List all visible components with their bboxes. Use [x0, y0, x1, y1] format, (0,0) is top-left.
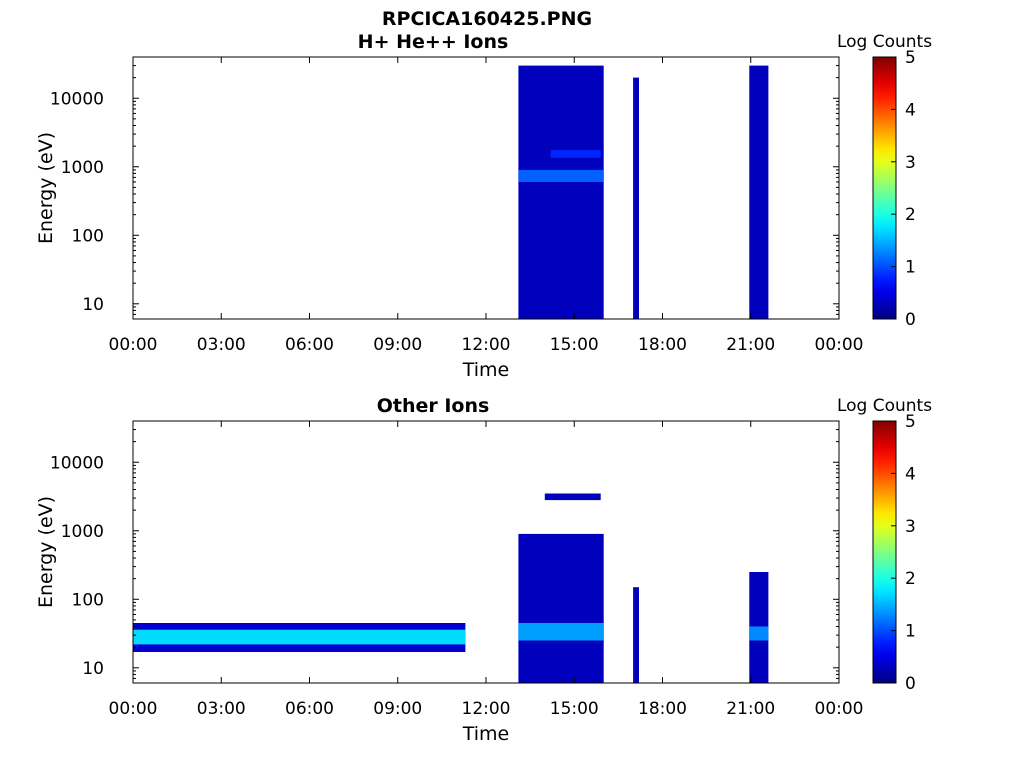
data-band	[544, 493, 601, 501]
colorbar-tick-label: 5	[905, 412, 916, 432]
colorbar-title: Log Counts	[837, 32, 932, 52]
y-tick-label: 1000	[61, 522, 104, 542]
data-band	[518, 533, 604, 683]
x-tick-label: 21:00	[726, 699, 775, 719]
panel-title: H+ He++ Ions	[358, 31, 509, 53]
x-tick-label: 09:00	[373, 699, 422, 719]
colorbar-tick-label: 2	[905, 569, 916, 589]
panel-2: Other Ions 00:00 03:00 06:00 09:00 12:00 15:00…	[35, 395, 932, 745]
x-tick-label: 18:00	[638, 335, 687, 355]
y-axis-label: Energy (eV)	[35, 496, 57, 608]
x-tick-label: 09:00	[373, 335, 422, 355]
x-tick-label: 18:00	[638, 699, 687, 719]
x-tick-label: 03:00	[197, 699, 246, 719]
x-tick-label: 21:00	[726, 335, 775, 355]
colorbar-tick-label: 2	[905, 205, 916, 225]
x-tick-label: 06:00	[285, 699, 334, 719]
y-tick-label: 100	[72, 226, 104, 246]
x-tick-label: 00:00	[109, 335, 158, 355]
colorbar-tick-label: 3	[905, 153, 916, 173]
y-tick-label: 10	[82, 659, 104, 679]
colorbar-tick-label: 3	[905, 517, 916, 537]
plot-frame	[132, 56, 840, 320]
colorbar-tick-label: 1	[905, 622, 916, 642]
y-tick-label: 10000	[50, 89, 104, 109]
x-tick-label: 12:00	[462, 335, 511, 355]
x-axis-label: Time	[462, 723, 510, 745]
x-axis-label: Time	[462, 359, 510, 381]
colorbar-tick-label: 5	[905, 48, 916, 68]
y-tick-label: 10000	[50, 453, 104, 473]
data-band	[133, 629, 466, 645]
colorbar-tick-label: 1	[905, 258, 916, 278]
data-band	[633, 77, 639, 319]
data-band	[518, 623, 604, 641]
x-tick-label: 12:00	[462, 699, 511, 719]
x-tick-label: 15:00	[550, 335, 599, 355]
data-band	[518, 65, 604, 319]
data-band	[518, 169, 604, 182]
panel-1: H+ He++ Ions 00:00 03:00 06:00 09:00 12:00 15:…	[35, 31, 932, 381]
colorbar	[872, 420, 897, 684]
data-band	[749, 65, 769, 319]
y-tick-label: 10	[82, 295, 104, 315]
colorbar	[872, 56, 897, 320]
data-band	[550, 150, 601, 158]
y-tick-label: 100	[72, 590, 104, 610]
y-tick-label: 1000	[61, 158, 104, 178]
x-tick-label: 03:00	[197, 335, 246, 355]
colorbar-tick-label: 0	[905, 310, 916, 330]
colorbar-tick-label: 4	[905, 100, 916, 120]
data-band	[633, 587, 639, 683]
x-tick-label: 00:00	[815, 335, 864, 355]
x-tick-label: 15:00	[550, 699, 599, 719]
y-axis-label: Energy (eV)	[35, 132, 57, 244]
x-tick-label: 00:00	[109, 699, 158, 719]
data-band	[749, 626, 769, 641]
x-tick-label: 00:00	[815, 699, 864, 719]
panel-title: Other Ions	[377, 395, 490, 417]
colorbar-tick-label: 4	[905, 464, 916, 484]
x-tick-label: 06:00	[285, 335, 334, 355]
colorbar-title: Log Counts	[837, 396, 932, 416]
colorbar-tick-label: 0	[905, 674, 916, 694]
figure-title: RPCICA160425.PNG	[382, 8, 592, 30]
